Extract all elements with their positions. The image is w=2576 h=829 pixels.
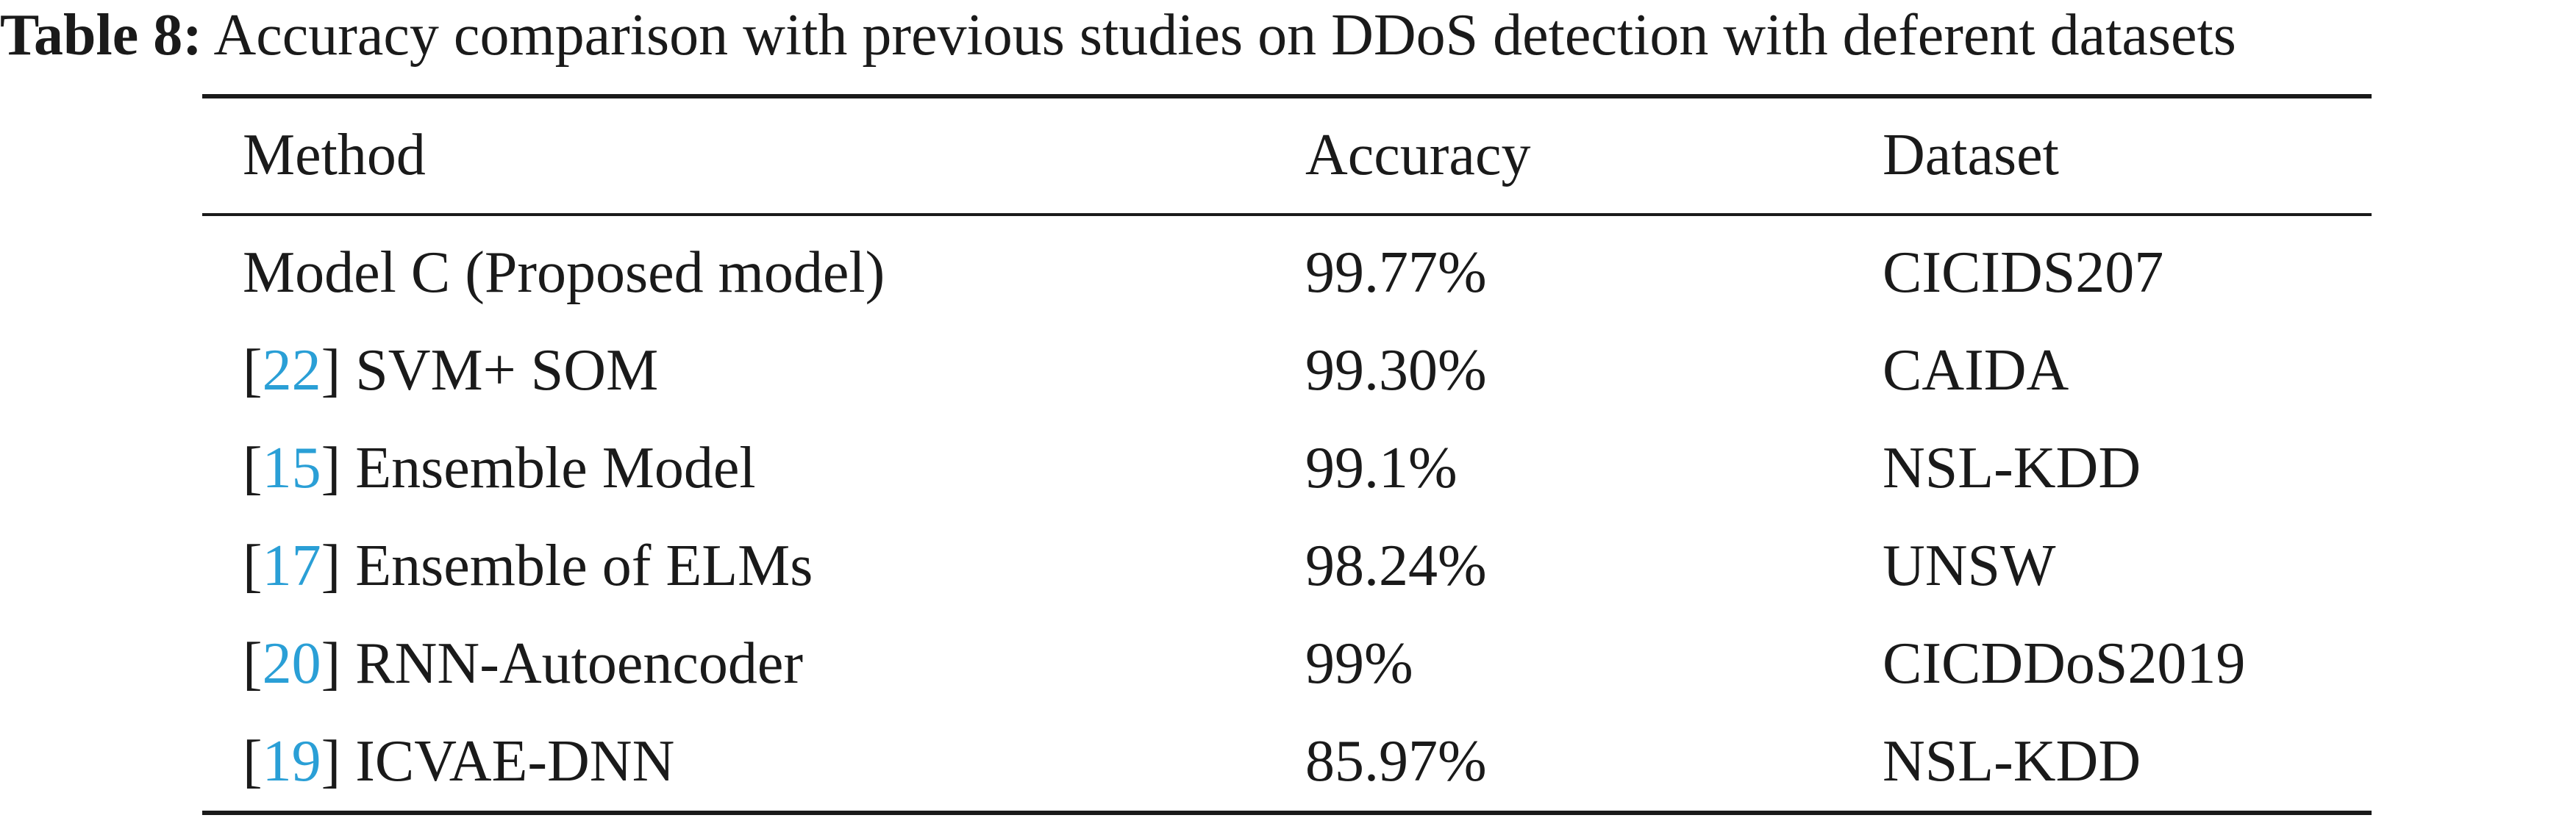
table-header-row: Method Accuracy Dataset	[202, 107, 2372, 203]
citation-link[interactable]: 22	[262, 338, 321, 403]
accuracy-cell: 99%	[1305, 631, 1413, 696]
method-cell: [22] SVM+ SOM	[243, 338, 659, 403]
table-row: [20] RNN-Autoencoder 99% CICDDoS2019	[202, 616, 2372, 711]
method-name: Model C (Proposed model)	[243, 240, 885, 305]
citation-link[interactable]: 15	[262, 436, 321, 500]
dataset-cell: UNSW	[1883, 534, 2056, 598]
method-name: SVM+ SOM	[355, 338, 659, 403]
method-cell: Model C (Proposed model)	[243, 225, 885, 320]
table-caption-label: Table 8:	[0, 3, 202, 68]
accuracy-cell: 99.77%	[1305, 240, 1487, 305]
header-method: Method	[243, 123, 426, 187]
table-row: Model C (Proposed model) 99.77% CICIDS20…	[202, 225, 2372, 320]
accuracy-cell: 99.1%	[1305, 436, 1458, 500]
method-name: ICVAE-DNN	[355, 729, 675, 794]
table-row: [15] Ensemble Model 99.1% NSL-KDD	[202, 420, 2372, 516]
accuracy-cell: 99.30%	[1305, 338, 1487, 403]
table-row: [19] ICVAE-DNN 85.97% NSL-KDD	[202, 714, 2372, 809]
table-header-rule	[202, 213, 2372, 216]
dataset-cell: CAIDA	[1883, 338, 2069, 403]
dataset-cell: NSL-KDD	[1883, 436, 2141, 500]
accuracy-cell: 85.97%	[1305, 729, 1487, 794]
table-row: [17] Ensemble of ELMs 98.24% UNSW	[202, 518, 2372, 614]
header-dataset: Dataset	[1883, 123, 2059, 187]
dataset-cell: CICDDoS2019	[1883, 631, 2246, 696]
citation-link[interactable]: 19	[262, 729, 321, 794]
accuracy-cell: 98.24%	[1305, 534, 1487, 598]
method-cell: [17] Ensemble of ELMs	[243, 534, 813, 598]
table-bottom-rule	[202, 811, 2372, 815]
method-name: Ensemble of ELMs	[355, 534, 813, 598]
table-top-rule	[202, 94, 2372, 98]
header-accuracy: Accuracy	[1305, 123, 1531, 187]
method-name: Ensemble Model	[355, 436, 756, 500]
dataset-cell: CICIDS207	[1883, 240, 2164, 305]
citation-link[interactable]: 20	[262, 631, 321, 696]
method-cell: [19] ICVAE-DNN	[243, 729, 675, 794]
method-cell: [15] Ensemble Model	[243, 436, 756, 500]
method-name: RNN-Autoencoder	[355, 631, 803, 696]
table-caption-text: Accuracy comparison with previous studie…	[213, 3, 2236, 68]
citation-link[interactable]: 17	[262, 534, 321, 598]
dataset-cell: NSL-KDD	[1883, 729, 2141, 794]
method-cell: [20] RNN-Autoencoder	[243, 631, 803, 696]
table-row: [22] SVM+ SOM 99.30% CAIDA	[202, 323, 2372, 418]
table-caption: Table 8: Accuracy comparison with previo…	[0, 0, 2576, 71]
